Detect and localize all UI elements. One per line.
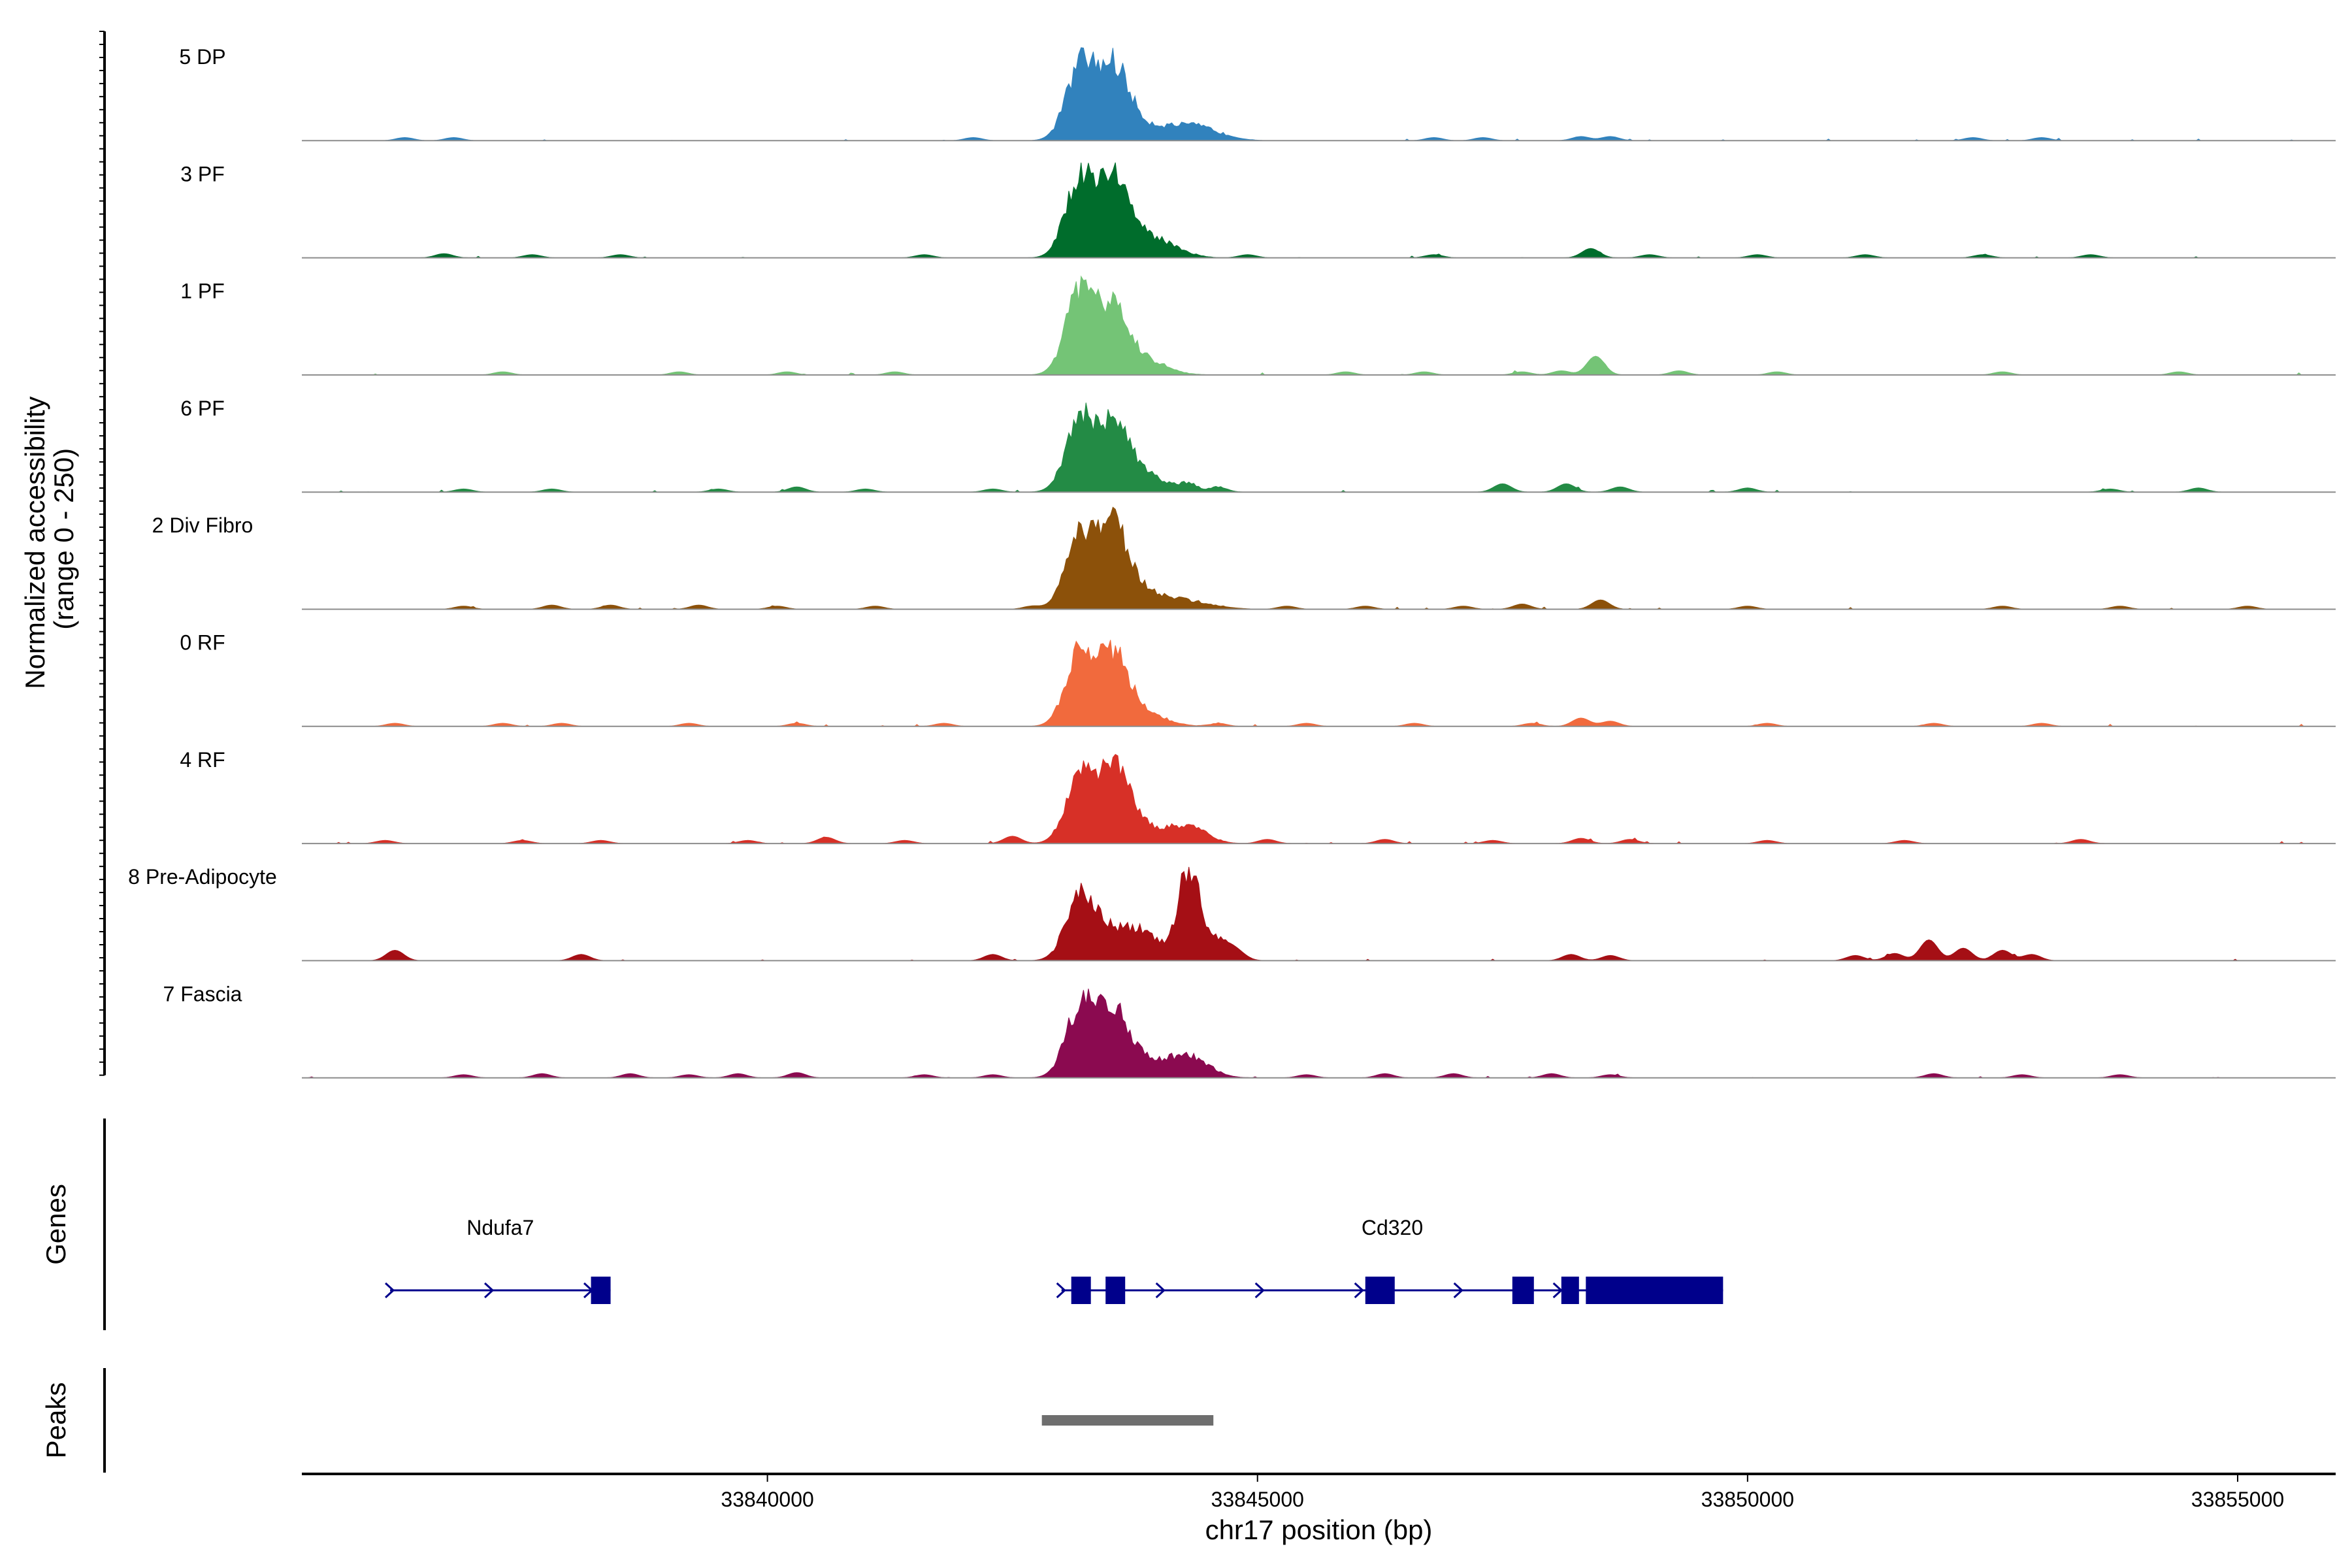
x-axis: 33840000 33845000 33850000 33855000: [302, 1473, 2336, 1511]
track-0-rf: 0 RF: [180, 631, 2336, 727]
track-label: 3 PF: [180, 162, 225, 186]
gene-models: Ndufa7 Cd320: [385, 1216, 1723, 1304]
exon: [1561, 1277, 1579, 1304]
coverage-area: [302, 640, 2336, 727]
track-label: 6 PF: [180, 397, 225, 420]
strand-arrow-icon: [1056, 1282, 1066, 1299]
x-tick-label: 33855000: [2191, 1488, 2284, 1511]
peak-region: [1041, 1415, 1214, 1426]
strand-arrow-icon: [484, 1282, 495, 1299]
track-8-pre-adipocyte: 8 Pre-Adipocyte: [128, 865, 2336, 962]
gene-cd320: Cd320: [1056, 1216, 1723, 1304]
x-axis-label: chr17 position (bp): [1205, 1514, 1433, 1545]
exon: [1071, 1277, 1091, 1304]
coverage-area: [302, 275, 2336, 376]
coverage-tracks: 5 DP 3 PF 1 PF 6 PF 2 Div Fibro 0 RF 4 RF 8 Pre…: [128, 45, 2336, 1079]
peaks-panel: Peaks: [41, 1368, 1214, 1473]
peak-regions: [1041, 1415, 1214, 1426]
strand-arrow-icon: [1254, 1282, 1265, 1299]
y-axis-label: Normalized accessibility (range 0 - 250): [20, 389, 79, 689]
exon: [591, 1277, 611, 1304]
track-label: 8 Pre-Adipocyte: [128, 865, 277, 889]
exon: [1105, 1277, 1126, 1304]
strand-arrow-icon: [1354, 1282, 1364, 1299]
track-7-fascia: 7 Fascia: [163, 982, 2336, 1079]
coverage-area: [302, 47, 2336, 141]
track-label: 4 RF: [180, 748, 225, 772]
y-axis-label-line2: (range 0 - 250): [48, 448, 79, 630]
y-axis-label-line1: Normalized accessibility: [20, 397, 50, 689]
track-label: 7 Fascia: [163, 982, 242, 1005]
track-1-pf: 1 PF: [180, 275, 2336, 376]
peaks-label: Peaks: [41, 1382, 71, 1459]
coverage-area: [302, 754, 2336, 844]
track-6-pf: 6 PF: [180, 397, 2336, 493]
exon: [1512, 1277, 1534, 1304]
exon: [1365, 1277, 1395, 1304]
strand-arrow-icon: [1453, 1282, 1463, 1299]
strand-arrow-icon: [1552, 1282, 1563, 1299]
track-5-dp: 5 DP: [179, 45, 2336, 142]
coverage-area: [302, 402, 2336, 493]
track-label: 0 RF: [180, 631, 225, 655]
track-label: 1 PF: [180, 280, 225, 303]
coverage-area: [302, 506, 2336, 610]
coverage-area: [302, 988, 2336, 1079]
coverage-area: [302, 866, 2336, 961]
strand-arrow-icon: [385, 1282, 395, 1299]
x-tick-label: 33850000: [1701, 1488, 1794, 1511]
gene-name: Ndufa7: [466, 1216, 534, 1239]
gene-name: Cd320: [1362, 1216, 1423, 1239]
x-tick-label: 33840000: [721, 1488, 813, 1511]
track-4-rf: 4 RF: [180, 748, 2336, 845]
gene-ndufa7: Ndufa7: [385, 1216, 611, 1304]
track-3-pf: 3 PF: [180, 162, 2336, 259]
track-2-div-fibro: 2 Div Fibro: [152, 506, 2336, 610]
track-label: 5 DP: [179, 45, 225, 69]
genes-label: Genes: [41, 1184, 71, 1265]
track-label: 2 Div Fibro: [152, 514, 253, 537]
genes-panel: Genes Ndufa7 Cd320: [41, 1119, 1723, 1330]
strand-arrow-icon: [1155, 1282, 1166, 1299]
x-tick-label: 33845000: [1211, 1488, 1304, 1511]
coverage-area: [302, 162, 2336, 259]
exon: [1586, 1277, 1723, 1304]
y-axis: [99, 31, 106, 1076]
